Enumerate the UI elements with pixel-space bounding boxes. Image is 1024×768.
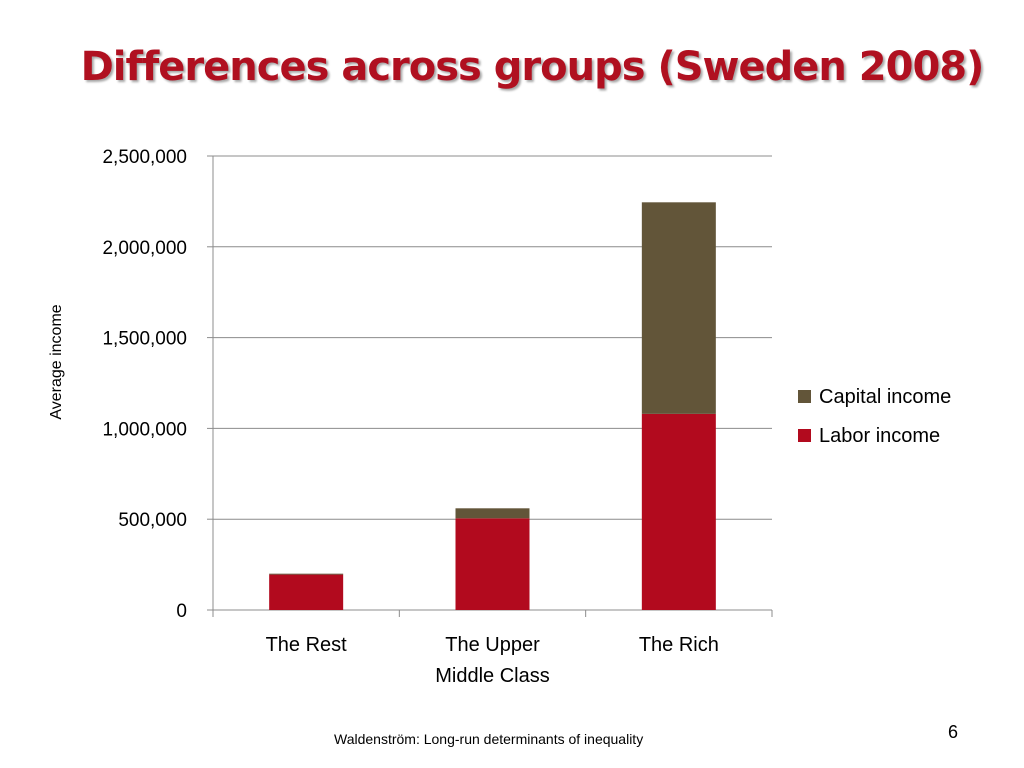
bar-capital-income xyxy=(641,202,716,414)
legend-label: Capital income xyxy=(819,386,951,408)
bar-labor-income xyxy=(269,574,344,610)
bar-capital-income xyxy=(269,573,344,575)
slide-title: Differences across groups (Sweden 2008) xyxy=(80,44,985,90)
x-category-label: The Rich xyxy=(639,634,719,656)
y-tick-label: 1,000,000 xyxy=(102,419,187,440)
y-tick-label: 2,000,000 xyxy=(102,238,187,259)
y-axis-title: Average income xyxy=(48,304,65,419)
legend-label: Labor income xyxy=(819,425,940,447)
x-category-label: The Rest xyxy=(266,634,348,656)
legend-swatch xyxy=(798,429,811,442)
bar-capital-income xyxy=(455,508,530,519)
x-category-label: The Upper Middle Class xyxy=(435,634,549,687)
y-tick-label: 0 xyxy=(176,601,187,622)
bar-labor-income xyxy=(455,518,530,610)
slide-footer: Waldenström: Long-run determinants of in… xyxy=(334,731,644,747)
bar-labor-income xyxy=(641,413,716,610)
y-tick-label: 2,500,000 xyxy=(102,147,187,168)
y-tick-label: 500,000 xyxy=(118,510,187,531)
page-number: 6 xyxy=(948,722,959,742)
legend-swatch xyxy=(798,390,811,403)
y-tick-label: 1,500,000 xyxy=(102,329,187,350)
